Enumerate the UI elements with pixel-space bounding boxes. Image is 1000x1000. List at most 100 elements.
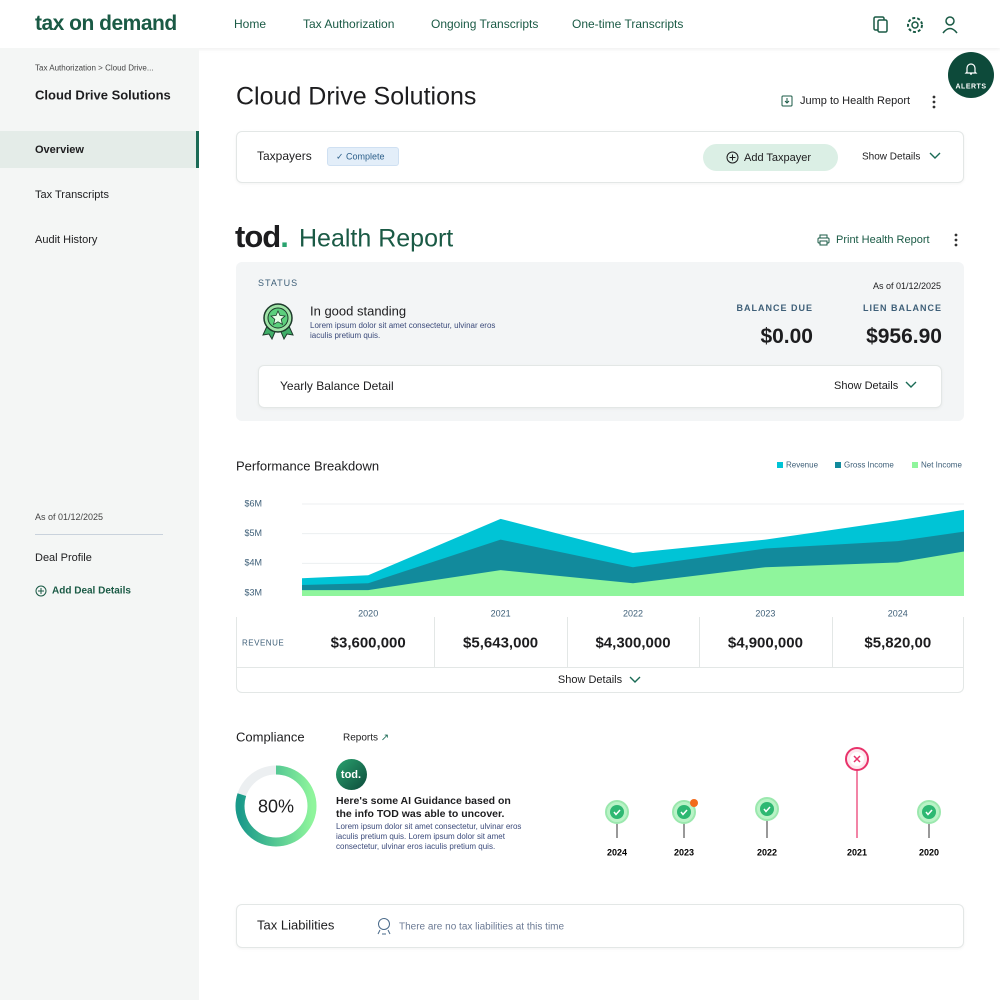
show-details[interactable]: Show Details	[557, 674, 623, 686]
ai-text: Lorem ipsum dolor sit amet consectetur, …	[336, 822, 522, 851]
lien-label: LIEN BALANCE	[863, 303, 942, 313]
add-taxpayer-button[interactable]	[703, 144, 838, 171]
nav-link[interactable]: One-time Transcripts	[572, 17, 684, 31]
legend-swatch	[912, 462, 918, 468]
top-nav	[0, 0, 1000, 48]
alerts-label[interactable]: ALERTS	[955, 83, 987, 91]
page-title: Cloud Drive Solutions	[236, 82, 477, 111]
plus-icon	[726, 151, 739, 164]
balance-due: $0.00	[760, 325, 813, 348]
x-tick-label: 2020	[358, 608, 378, 618]
y-tick-label: $5M	[244, 528, 262, 538]
ai-heading: Here's some AI Guidance based on the inf…	[336, 795, 511, 820]
print-link[interactable]: Print Health Report	[836, 234, 930, 246]
nav-link[interactable]: Home	[234, 17, 267, 31]
brand-dot: .	[280, 219, 289, 254]
chevron[interactable]	[929, 152, 941, 160]
coin-icon	[377, 918, 391, 935]
revenue-value: $4,900,000	[727, 634, 803, 652]
timeline-icon	[613, 809, 621, 816]
nav-icons[interactable]	[870, 14, 965, 36]
timeline-year: 2023	[674, 847, 694, 857]
performance-chart: $3M $4M $5M $6M 2020 2021 2022 2023 2024 Revenue G…	[244, 461, 964, 618]
timeline-core	[610, 805, 624, 819]
legend-swatch	[835, 462, 841, 468]
reports[interactable]: Reports	[343, 732, 379, 744]
divider	[236, 667, 964, 668]
menu-active[interactable]	[0, 131, 199, 168]
x-tick-label: 2021	[491, 608, 511, 618]
reports-link[interactable]: Reports ↗	[343, 733, 389, 744]
liabilities-title: Tax Liabilities	[257, 917, 335, 933]
plus-icon	[35, 585, 47, 597]
yearly-card[interactable]	[258, 365, 942, 408]
add-deal[interactable]: Add Deal Details	[52, 585, 131, 597]
brand: tod	[235, 219, 281, 254]
menu-item[interactable]: Audit History	[35, 234, 98, 246]
timeline-year: 2024	[607, 847, 627, 857]
nav-link[interactable]: Tax Authorization	[303, 17, 395, 31]
arrow: ↗	[380, 732, 390, 744]
liabilities-message: There are no tax liabilities at this tim…	[399, 921, 565, 933]
as-of: As of 01/12/2025	[872, 281, 941, 291]
timeline-icon	[853, 755, 861, 763]
nav-link[interactable]: Ongoing Transcripts	[431, 17, 539, 31]
badge-icon	[262, 303, 294, 340]
x-tick-label: 2024	[888, 608, 908, 618]
timeline-year: 2022	[757, 847, 777, 857]
timeline-icon	[763, 806, 771, 813]
liabilities-card	[236, 904, 964, 948]
timeline-year: 2021	[847, 847, 867, 857]
y-tick-label: $3M	[244, 587, 262, 597]
timeline-year: 2020	[919, 847, 939, 857]
status-label: STATUS	[258, 278, 299, 288]
chevron[interactable]	[905, 381, 917, 389]
revenue-value: $3,600,000	[330, 634, 406, 652]
bell-icon	[964, 63, 978, 75]
performance-title: Performance Breakdown	[236, 458, 380, 474]
compliance-gauge	[235, 765, 317, 847]
health-title: Health Report	[299, 224, 454, 253]
menu-item[interactable]: Tax Transcripts	[35, 189, 109, 201]
avatar-text: tod.	[340, 769, 362, 781]
status-badge	[327, 147, 399, 166]
x-tick-label: 2023	[755, 608, 775, 618]
kebab[interactable]	[953, 232, 959, 248]
yearly-label: Yearly Balance Detail	[280, 379, 394, 393]
notification-dot	[690, 799, 698, 807]
jump-link[interactable]: Jump to Health Report	[800, 95, 911, 107]
cell-divider	[566, 617, 568, 667]
logo[interactable]: tax on demand	[35, 12, 177, 35]
tod-avatar	[336, 759, 367, 790]
legend-label: Net Income	[921, 461, 962, 470]
lien-balance: $956.90	[866, 325, 942, 348]
tod-brand: tod.	[235, 219, 289, 255]
download-icon	[781, 95, 793, 107]
sidebar-title: Cloud Drive Solutions	[35, 87, 171, 103]
crumb[interactable]: Tax Authorization	[35, 63, 96, 73]
chevron[interactable]	[629, 676, 641, 684]
breadcrumb[interactable]: Tax Authorization > Cloud Drive...	[35, 63, 154, 73]
as-of: As of 01/12/2025	[35, 512, 104, 522]
y-tick-label: $6M	[244, 498, 262, 508]
kebab[interactable]	[931, 94, 937, 110]
taxpayers-label: Taxpayers	[257, 149, 312, 163]
add-taxpayer[interactable]: Add Taxpayer	[744, 152, 812, 164]
x-tick-label: 2022	[623, 608, 643, 618]
area	[302, 551, 964, 596]
timeline-core	[922, 805, 936, 819]
alerts-button[interactable]	[948, 52, 994, 98]
show-details[interactable]: Show Details	[862, 151, 921, 163]
menu-item[interactable]: Overview	[35, 144, 84, 156]
revenue-value: $5,643,000	[463, 634, 539, 652]
timeline-core	[677, 805, 691, 819]
compliance-title: Compliance	[236, 729, 305, 745]
status-description: Lorem ipsum dolor sit amet consectetur, …	[310, 321, 496, 340]
print-icon	[817, 234, 830, 246]
crumb[interactable]: Cloud Drive...	[105, 63, 154, 73]
show-details[interactable]: Show Details	[834, 380, 899, 392]
status-text: In good standing	[310, 303, 407, 319]
cell-divider	[434, 617, 436, 667]
y-tick-label: $4M	[244, 558, 262, 568]
